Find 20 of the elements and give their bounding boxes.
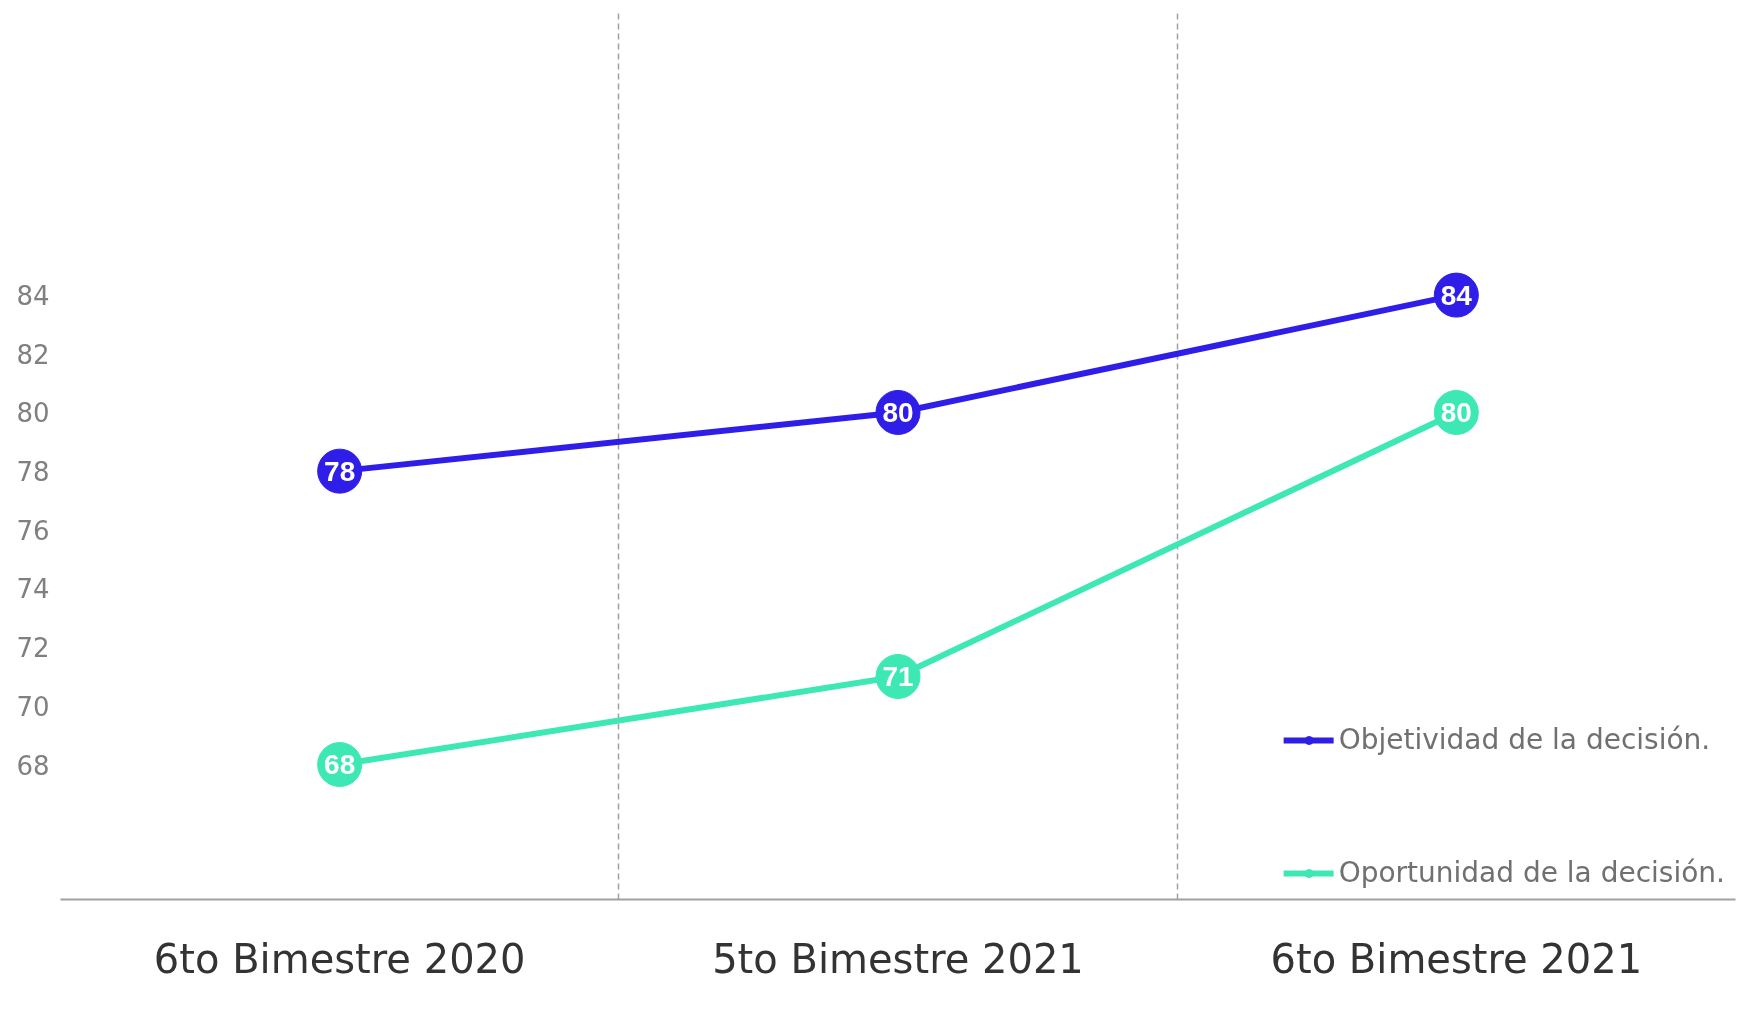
data-label: 78	[324, 455, 356, 487]
y-tick-label: 74	[16, 574, 50, 605]
legend-label: Objetividad de la decisión.	[1338, 723, 1711, 756]
data-label: 84	[1440, 279, 1473, 311]
y-tick-label: 84	[16, 281, 50, 312]
y-tick-label: 68	[16, 750, 50, 781]
y-tick-label: 70	[16, 691, 50, 722]
y-tick-label: 76	[16, 515, 50, 546]
legend-label: Oportunidad de la decisión.	[1338, 856, 1725, 889]
y-tick-label: 78	[16, 457, 50, 488]
x-tick-label: 6to Bimestre 2020	[153, 935, 526, 982]
x-tick-label: 5to Bimestre 2021	[712, 935, 1084, 982]
data-label: 80	[882, 396, 914, 428]
data-label: 80	[1440, 396, 1472, 428]
y-tick-label: 82	[16, 339, 50, 370]
x-tick-label: 6to Bimestre 2021	[1270, 935, 1643, 982]
data-label: 71	[882, 661, 914, 693]
y-tick-label: 72	[16, 633, 50, 664]
data-label: 68	[324, 749, 356, 781]
y-tick-label: 80	[16, 398, 50, 429]
